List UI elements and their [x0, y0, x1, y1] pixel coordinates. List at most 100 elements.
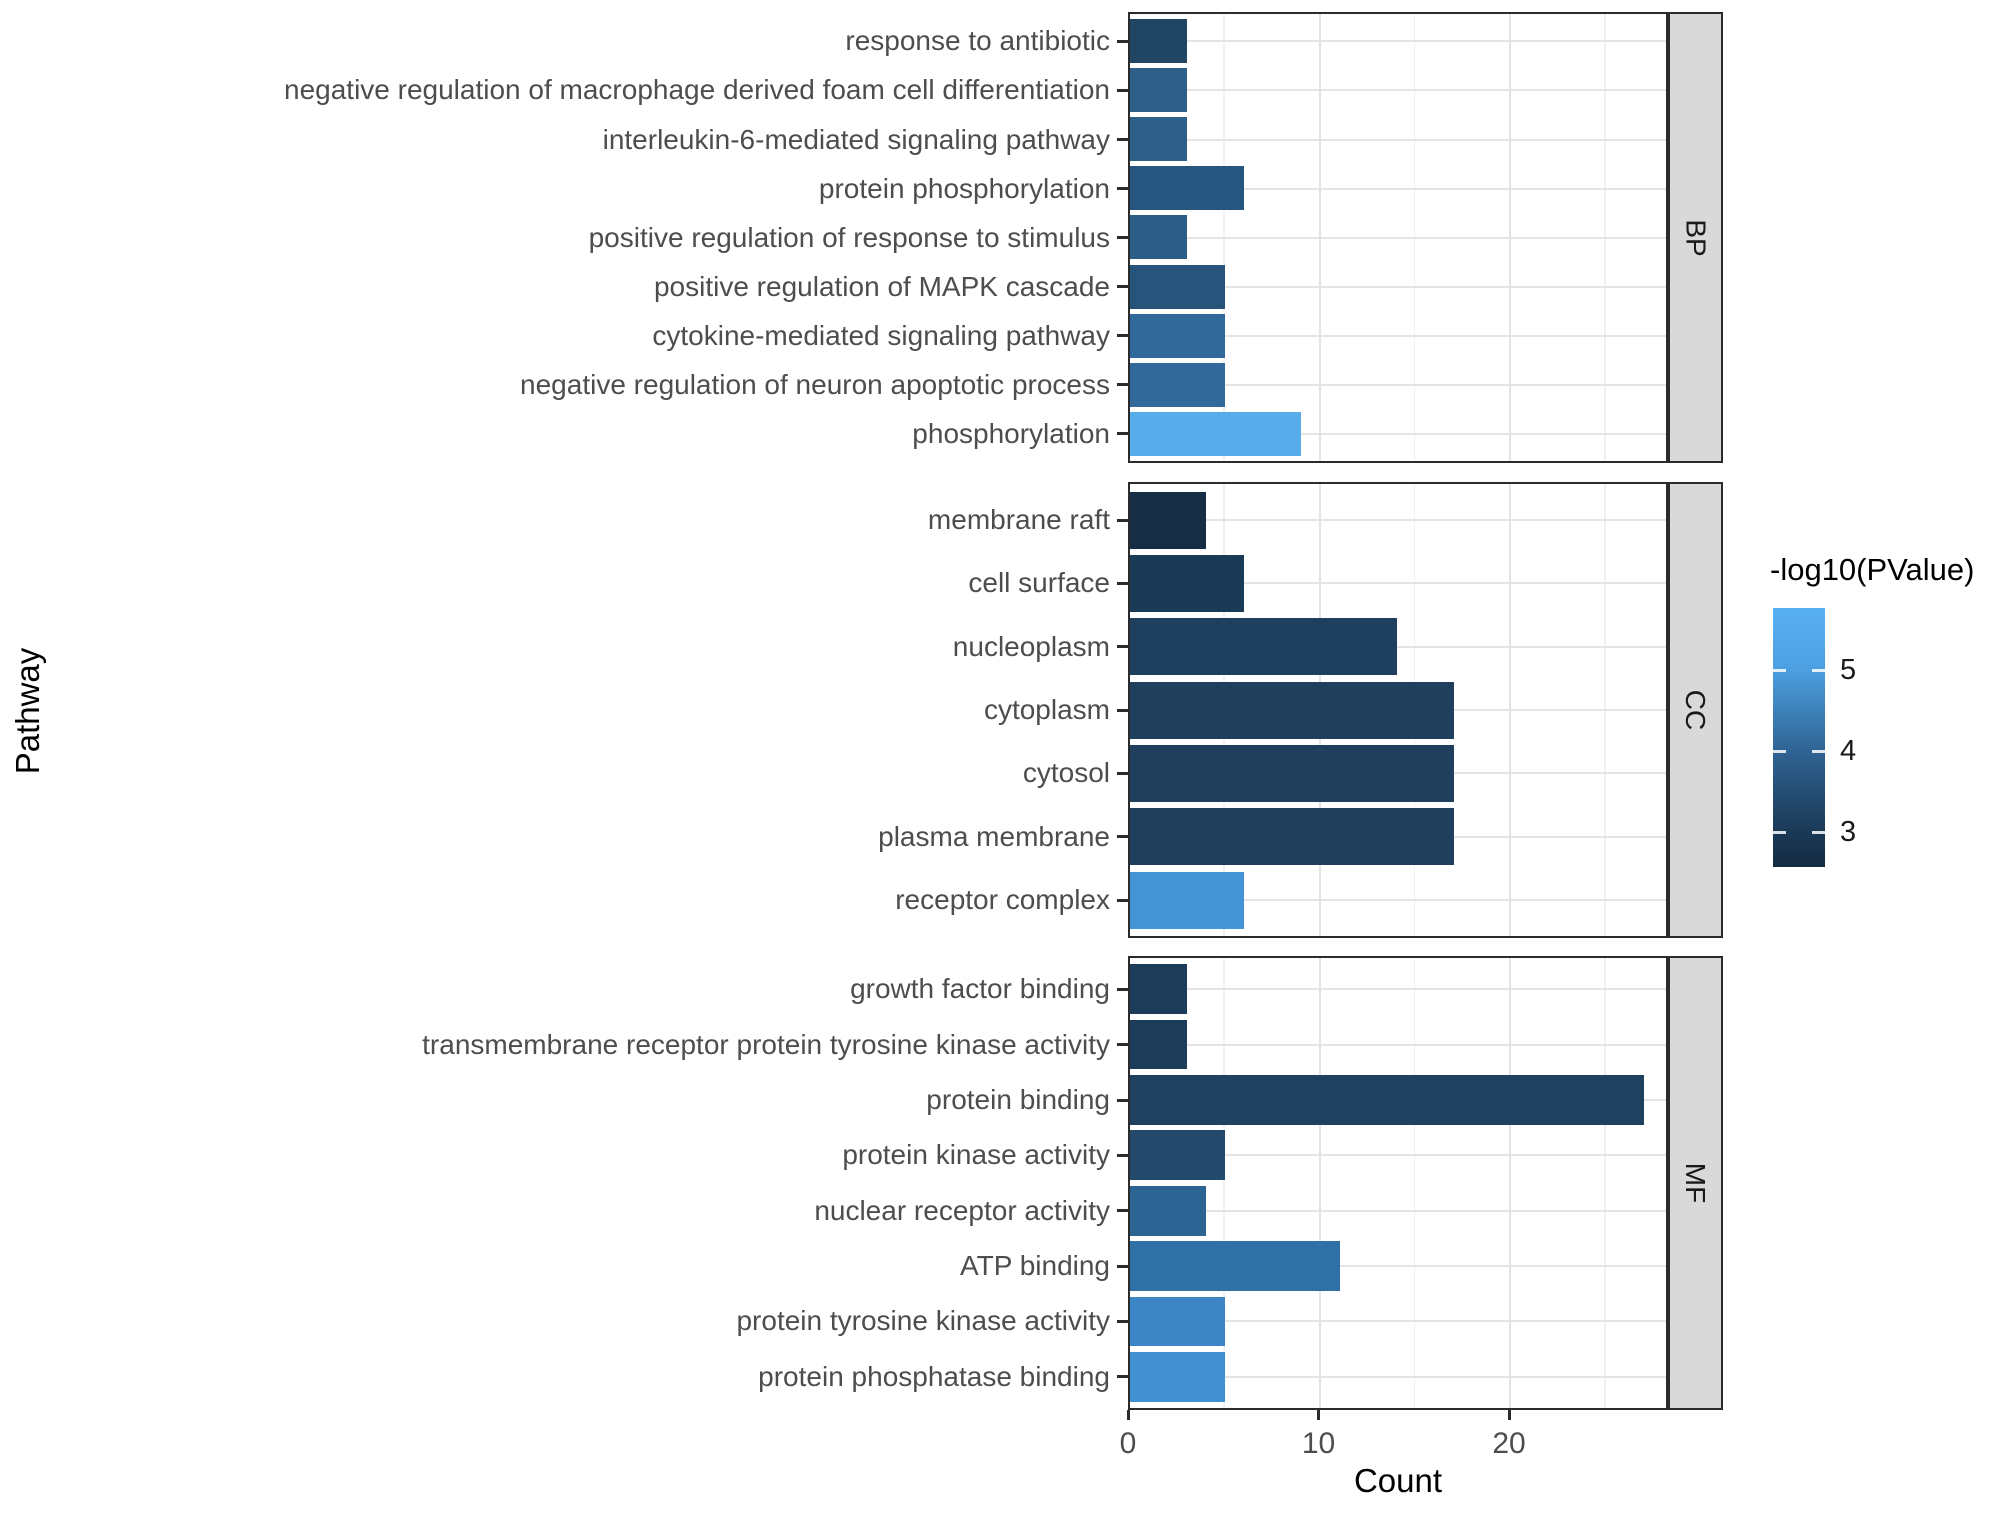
bar-MF-4 — [1130, 1130, 1226, 1181]
y-tick-mark — [1117, 987, 1128, 991]
bar-MF-2 — [1130, 1019, 1188, 1070]
pathway-label: cell surface — [968, 567, 1110, 599]
pathway-label: nucleoplasm — [952, 630, 1110, 662]
bar-CC-3 — [1130, 618, 1397, 676]
gridline-major — [1318, 958, 1321, 1408]
bar-CC-4 — [1130, 681, 1454, 739]
colorbar-tick-mark — [1812, 830, 1825, 834]
gridline-row — [1130, 645, 1666, 648]
gridline-row — [1130, 383, 1666, 386]
panel-CC — [1128, 482, 1668, 938]
bar-CC-1 — [1130, 491, 1207, 549]
x-tick-label: 10 — [1301, 1427, 1336, 1460]
pathway-label: protein tyrosine kinase activity — [736, 1305, 1110, 1337]
pathway-label: ATP binding — [960, 1250, 1110, 1281]
pathway-label: negative regulation of macrophage derive… — [284, 74, 1110, 106]
legend-tick-label: 3 — [1840, 816, 1857, 849]
pathway-label: transmembrane receptor protein tyrosine … — [422, 1028, 1110, 1060]
pathway-label: nuclear receptor activity — [814, 1194, 1110, 1226]
colorbar-tick-mark — [1773, 830, 1786, 834]
y-tick-mark — [1117, 39, 1128, 43]
pathway-label: protein kinase activity — [842, 1139, 1110, 1171]
bar-MF-6 — [1130, 1241, 1340, 1291]
bar-MF-1 — [1130, 964, 1188, 1015]
bar-BP-7 — [1130, 313, 1226, 358]
y-tick-mark — [1117, 88, 1128, 92]
y-tick-mark — [1117, 285, 1128, 288]
y-tick-mark — [1117, 898, 1128, 902]
gridline-row — [1130, 334, 1666, 337]
bar-MF-3 — [1130, 1075, 1645, 1125]
pathway-label: phosphorylation — [912, 417, 1110, 449]
gridline-minor — [1223, 958, 1225, 1408]
y-tick-mark — [1117, 1319, 1128, 1323]
x-tick-mark — [1507, 1410, 1511, 1420]
colorbar-tick-mark — [1773, 668, 1786, 672]
y-tick-mark — [1117, 1043, 1128, 1047]
colorbar-tick-mark — [1812, 749, 1825, 753]
y-tick-mark — [1117, 771, 1128, 775]
gridline-major — [1509, 958, 1511, 1408]
gridline-row — [1130, 40, 1666, 43]
y-tick-mark — [1117, 581, 1128, 585]
pathway-label: negative regulation of neuron apoptotic … — [520, 368, 1110, 400]
y-tick-mark — [1117, 1209, 1128, 1213]
pathway-label: protein phosphorylation — [818, 172, 1110, 204]
x-tick-mark — [1126, 1410, 1130, 1420]
gridline-row — [1130, 1375, 1666, 1378]
pathway-label: plasma membrane — [878, 820, 1110, 852]
y-tick-mark — [1117, 138, 1128, 141]
x-tick-label: 0 — [1119, 1427, 1137, 1460]
bar-CC-2 — [1130, 554, 1245, 612]
bar-CC-5 — [1130, 744, 1454, 802]
gridline-row — [1130, 285, 1666, 288]
gridline-row — [1130, 1265, 1666, 1267]
pathway-label: response to antibiotic — [845, 25, 1110, 57]
facet-strip-label: CC — [1680, 689, 1712, 731]
gridline-row — [1130, 1154, 1666, 1157]
y-tick-mark — [1117, 236, 1128, 239]
y-tick-mark — [1117, 1098, 1128, 1102]
pathway-label: protein binding — [926, 1084, 1110, 1115]
bar-MF-5 — [1130, 1185, 1207, 1236]
bar-BP-9 — [1130, 411, 1302, 456]
pathway-label: receptor complex — [895, 884, 1110, 915]
pathway-label: positive regulation of MAPK cascade — [653, 270, 1110, 302]
gridline-row — [1130, 1320, 1666, 1323]
gridline-row — [1130, 899, 1666, 901]
panel-MF — [1128, 956, 1668, 1410]
pathway-label: growth factor binding — [850, 973, 1110, 1005]
y-tick-mark — [1117, 1264, 1128, 1268]
colorbar-tick-mark — [1812, 668, 1825, 672]
bar-MF-7 — [1130, 1296, 1226, 1347]
gridline-minor — [1604, 958, 1606, 1408]
legend-title: -log10(PValue) — [1770, 552, 1975, 587]
facet-strip-BP: BP — [1668, 12, 1723, 463]
gridline-minor — [1413, 958, 1416, 1408]
bar-BP-6 — [1130, 264, 1226, 309]
y-tick-mark — [1117, 334, 1128, 337]
y-tick-mark — [1117, 187, 1128, 190]
pathway-label: membrane raft — [927, 504, 1110, 535]
gridline-row — [1130, 582, 1666, 585]
bar-BP-1 — [1130, 19, 1188, 64]
x-tick-mark — [1317, 1410, 1320, 1420]
facet-strip-label: MF — [1680, 1162, 1712, 1204]
bar-BP-8 — [1130, 362, 1226, 407]
colorbar-tick-mark — [1773, 749, 1786, 753]
gridline-row — [1130, 138, 1666, 141]
pathway-label: interleukin-6-mediated signaling pathway — [602, 123, 1110, 155]
gridline-row — [1130, 432, 1666, 435]
y-tick-mark — [1117, 708, 1128, 712]
y-tick-mark — [1117, 835, 1128, 839]
gridline-row — [1130, 89, 1666, 92]
gridline-row — [1130, 187, 1666, 190]
gridline-row — [1130, 1043, 1666, 1046]
panel-BP — [1128, 12, 1668, 463]
gridline-row — [1130, 519, 1666, 521]
bar-BP-2 — [1130, 68, 1188, 113]
bar-CC-6 — [1130, 808, 1454, 866]
legend-tick-label: 5 — [1840, 654, 1857, 687]
bar-MF-8 — [1130, 1351, 1226, 1402]
